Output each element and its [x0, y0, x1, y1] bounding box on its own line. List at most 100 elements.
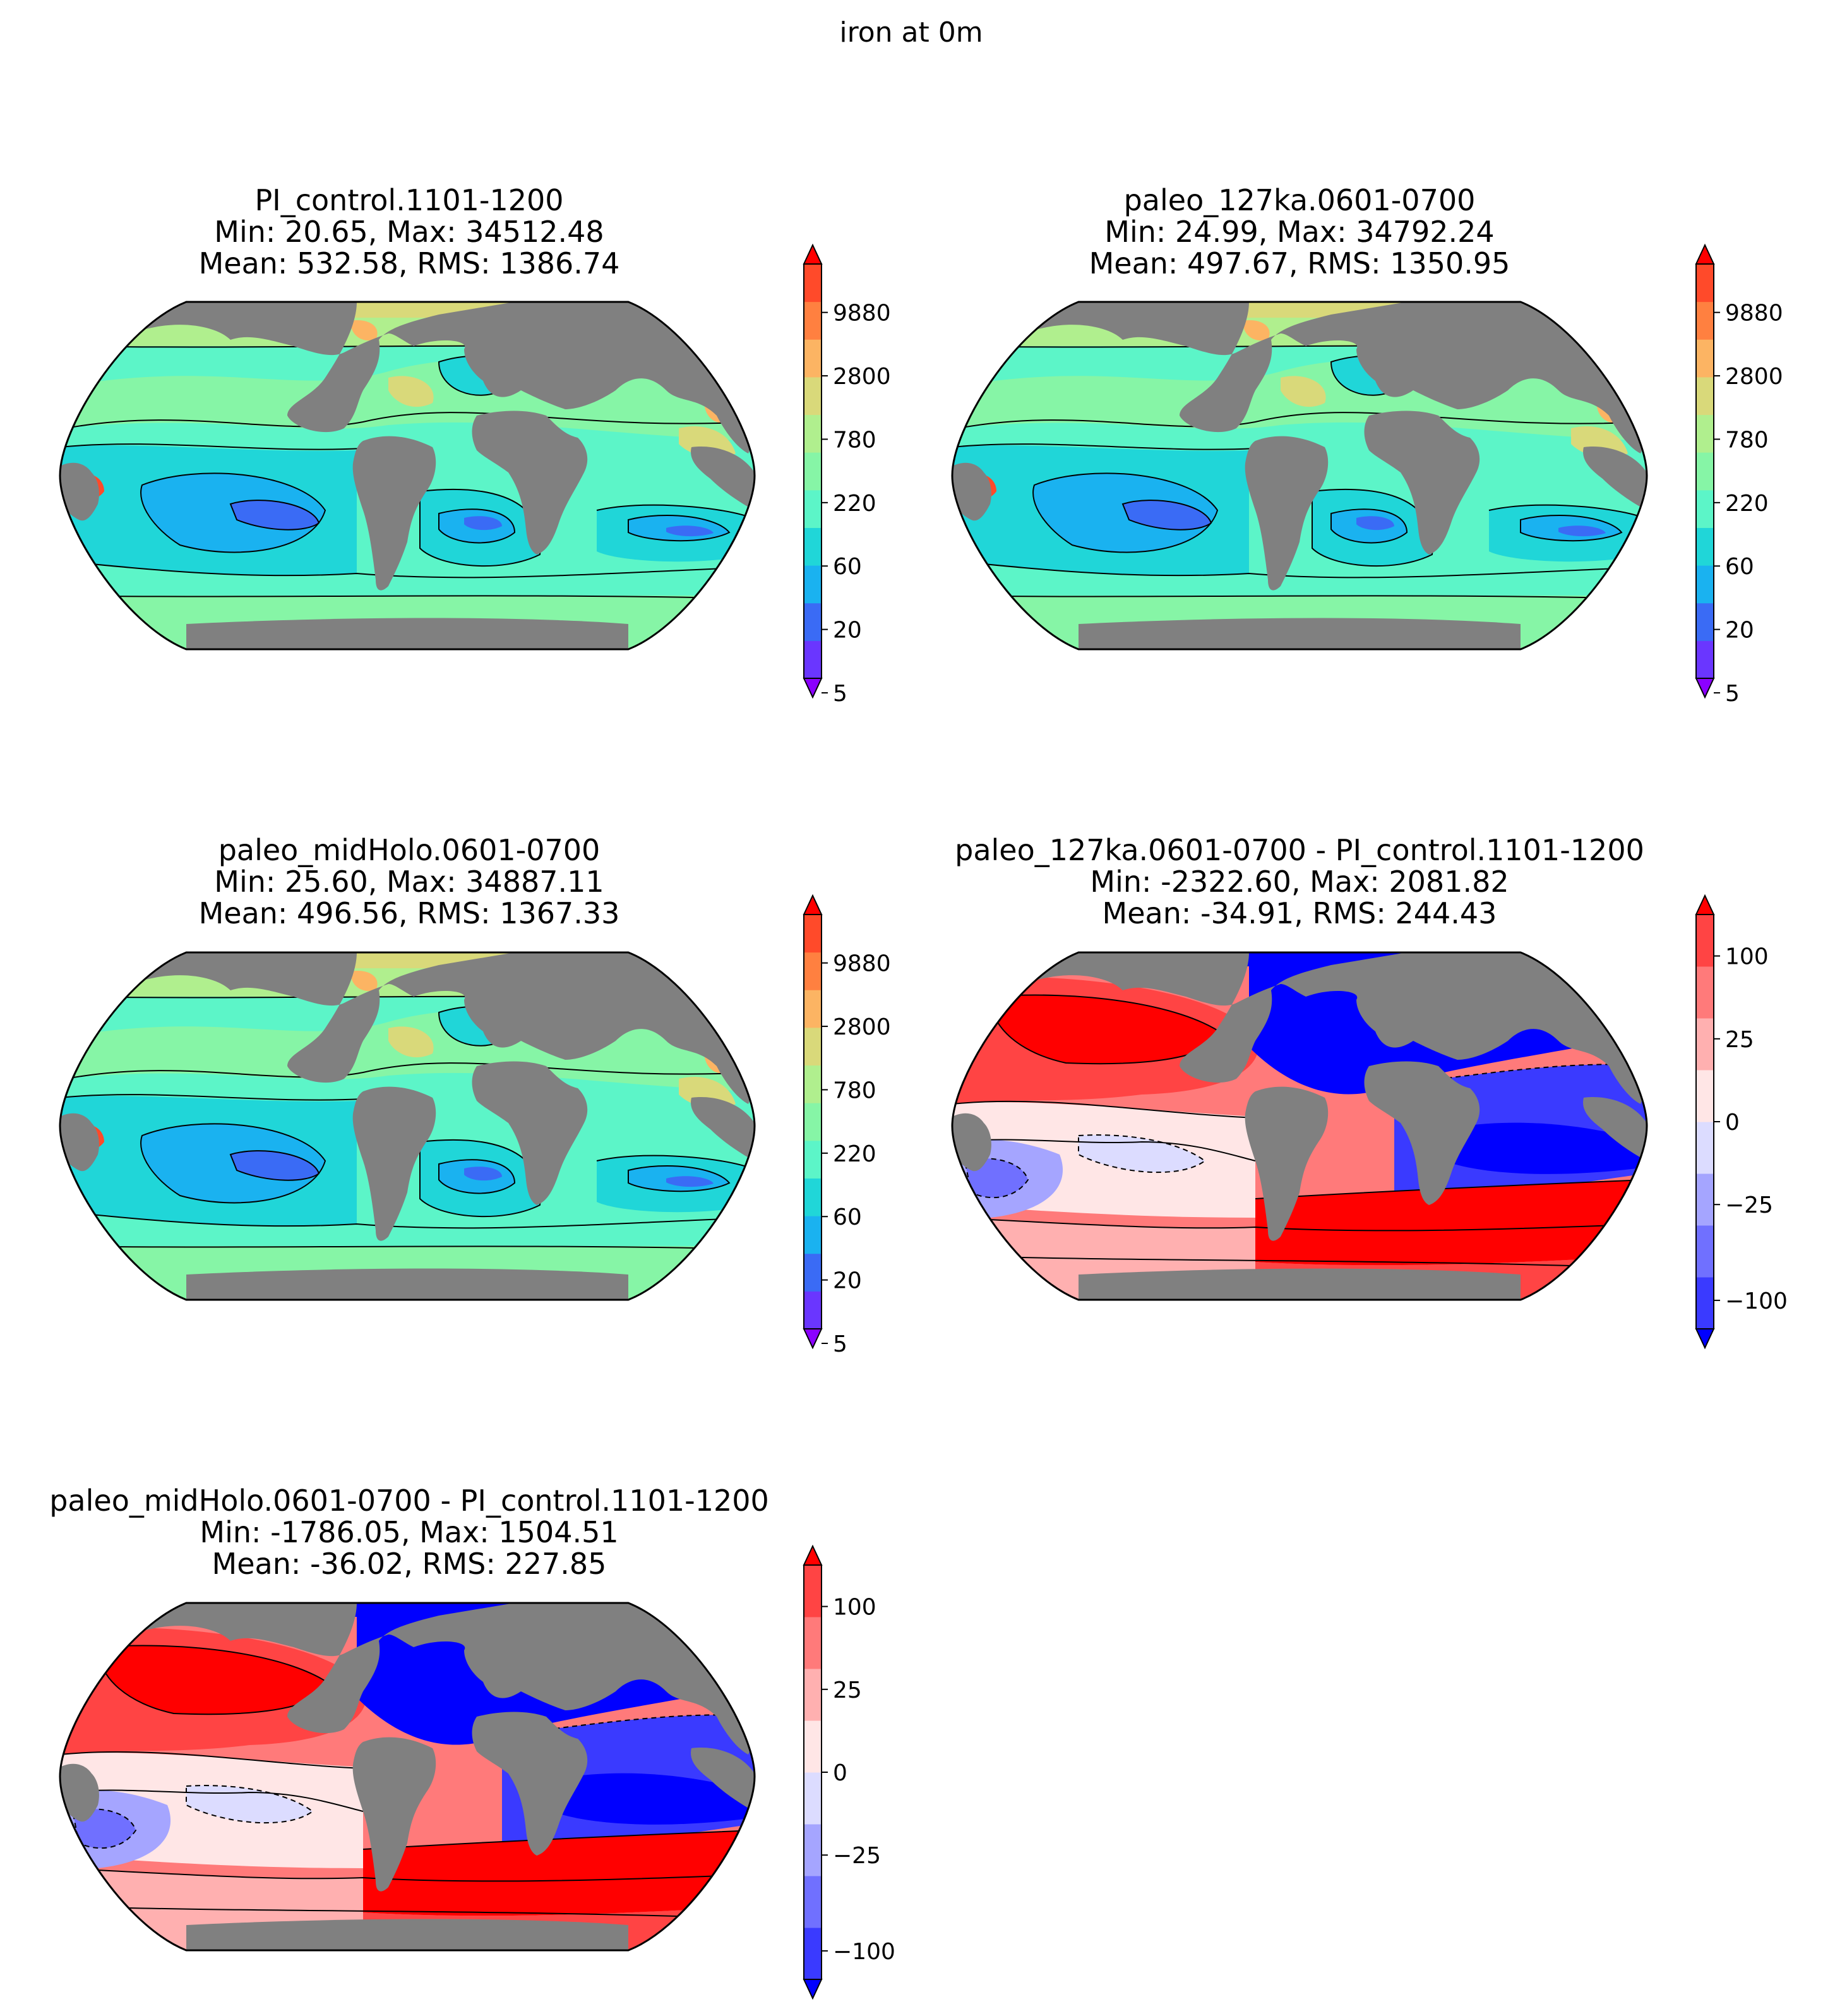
colorbar-band [804, 1669, 822, 1721]
panel-stats: Min: -2322.60, Max: 2081.82 [1090, 865, 1509, 899]
colorbar-band [1696, 414, 1714, 453]
colorbar-extend-min [803, 678, 823, 699]
colorbar-band [804, 603, 822, 641]
colorbar-band [1696, 640, 1714, 679]
colorbar-band [1696, 1225, 1714, 1278]
colorbar-band [1696, 527, 1714, 566]
colorbar-band [1696, 489, 1714, 528]
panel-stats: Mean: 496.56, RMS: 1367.33 [199, 896, 620, 930]
colorbar-band [804, 640, 822, 679]
panel-stats: Mean: -34.91, RMS: 244.43 [1103, 896, 1497, 930]
colorbar: 5 20 60 220 780 2800 9880 [803, 894, 891, 1357]
colorbar-band [1696, 301, 1714, 340]
colorbar-frame [803, 914, 822, 1329]
colorbar-band [1696, 1277, 1714, 1329]
map-panel-4: paleo_127ka.0601-0700 - PI_control.1101-… [952, 833, 1788, 1350]
colorbar-tick-label: 0 [1725, 1110, 1740, 1136]
colorbar-tick-label: 780 [833, 1077, 876, 1103]
colorbar-band [804, 1824, 822, 1876]
panel-title: PI_control.1101-1200 [254, 183, 563, 217]
colorbar-band [804, 990, 822, 1028]
colorbar-band [1696, 339, 1714, 378]
colorbar-tick-label: 60 [833, 554, 862, 580]
colorbar-tick-label: 2800 [1725, 364, 1783, 390]
panel-stats: Min: 24.99, Max: 34792.24 [1104, 215, 1494, 249]
panel-stats: Min: 20.65, Max: 34512.48 [214, 215, 604, 249]
colorbar-band [804, 301, 822, 340]
colorbar-band [804, 952, 822, 990]
colorbar-extend-max [803, 894, 823, 915]
colorbar-band [804, 376, 822, 416]
colorbar-band [804, 1140, 822, 1179]
colorbar-tick-label: 9880 [833, 301, 891, 327]
colorbar-extend-min [1695, 1328, 1715, 1350]
colorbar-tick-label: 5 [833, 681, 847, 707]
panel-stats: Min: -1786.05, Max: 1504.51 [200, 1515, 618, 1549]
colorbar-band [804, 1617, 822, 1669]
colorbar-band [804, 452, 822, 491]
colorbar-band [1696, 1173, 1714, 1226]
colorbar: 5 20 60 220 780 2800 9880 [803, 243, 891, 707]
colorbar-tick-label: 20 [833, 618, 862, 644]
colorbar-band [804, 915, 822, 953]
panel-stats: Min: 25.60, Max: 34887.11 [214, 865, 604, 899]
colorbar-extend-min [803, 1328, 823, 1350]
colorbar-band [804, 489, 822, 528]
colorbar-tick-label: 5 [833, 1331, 847, 1357]
colorbar-band [1696, 603, 1714, 641]
map-panel-5: paleo_midHolo.0601-0700 - PI_control.110… [49, 1484, 895, 2000]
colorbar-band [804, 1178, 822, 1216]
colorbar-tick-label: 5 [1725, 681, 1740, 707]
colorbar-frame [1695, 263, 1714, 679]
colorbar-band [1696, 966, 1714, 1019]
colorbar-tick-label: 780 [1725, 427, 1769, 453]
colorbar-band [1696, 1070, 1714, 1122]
robinson-map [952, 302, 1647, 649]
colorbar-tick-label: 60 [833, 1204, 862, 1230]
colorbar-band [1696, 452, 1714, 491]
colorbar-band [804, 414, 822, 453]
panel-title: paleo_midHolo.0601-0700 - PI_control.110… [49, 1484, 769, 1518]
colorbar-band [804, 1772, 822, 1825]
panel-stats: Mean: 532.58, RMS: 1386.74 [199, 246, 620, 280]
colorbar-band [804, 1253, 822, 1292]
colorbar-tick-label: 20 [833, 1268, 862, 1294]
colorbar-band [1696, 565, 1714, 604]
colorbar-tick-label: 60 [1725, 554, 1754, 580]
colorbar-band [804, 1565, 822, 1617]
colorbar-band [1696, 376, 1714, 416]
colorbar-band [804, 1027, 822, 1066]
colorbar-tick-label: 20 [1725, 618, 1754, 644]
colorbar-band [804, 527, 822, 566]
colorbar-tick-label: 780 [833, 427, 876, 453]
colorbar-tick-label: 25 [833, 1677, 862, 1703]
colorbar-extend-max [1695, 243, 1715, 265]
colorbar-tick-label: 9880 [1725, 301, 1783, 327]
colorbar-tick-label: 9880 [833, 951, 891, 977]
colorbar-tick-label: 100 [833, 1595, 876, 1621]
panel-stats: Mean: 497.67, RMS: 1350.95 [1089, 246, 1510, 280]
colorbar-band [804, 264, 822, 303]
colorbar-band [804, 1065, 822, 1103]
colorbar-tick-label: −100 [833, 1939, 895, 1965]
colorbar-frame [803, 263, 822, 679]
colorbar-band [804, 1876, 822, 1928]
colorbar-band [804, 565, 822, 604]
panel-title: paleo_127ka.0601-0700 - PI_control.1101-… [955, 833, 1644, 867]
colorbar-tick-label: 2800 [833, 1014, 891, 1040]
robinson-map [60, 952, 755, 1300]
colorbar-band [1696, 1018, 1714, 1071]
colorbar-tick-label: 0 [833, 1760, 847, 1786]
robinson-map [60, 302, 755, 649]
robinson-map [60, 1603, 755, 1950]
colorbar-tick-label: 220 [1725, 491, 1769, 517]
colorbar-tick-label: −25 [833, 1843, 881, 1869]
panel-title: paleo_midHolo.0601-0700 [218, 833, 601, 867]
colorbar-extend-min [803, 1979, 823, 2000]
colorbar-band [804, 1216, 822, 1254]
colorbar-band [804, 1928, 822, 1980]
